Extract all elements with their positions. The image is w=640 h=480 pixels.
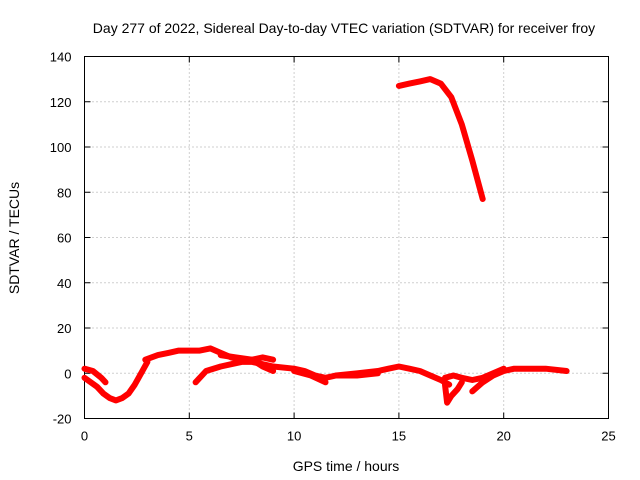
- x-tick-label: 20: [496, 429, 510, 444]
- y-tick-label: 100: [50, 140, 72, 155]
- y-tick-label: 20: [57, 321, 71, 336]
- series-line-arc-5: [217, 352, 277, 374]
- series-line-arc-9: [442, 379, 465, 406]
- series-layer: [81, 76, 570, 406]
- y-tick-label: 40: [57, 276, 71, 291]
- chart-title: Day 277 of 2022, Sidereal Day-to-day VTE…: [93, 20, 595, 36]
- x-tick-label: 15: [392, 429, 406, 444]
- x-axis-label: GPS time / hours: [293, 458, 400, 474]
- y-tick-label: 120: [50, 95, 72, 110]
- x-tick-label: 0: [81, 429, 88, 444]
- y-tick-label: 80: [57, 185, 71, 200]
- y-tick-label: -20: [53, 412, 72, 427]
- series-line-arc-12: [395, 76, 486, 202]
- series-line-arc-11: [469, 365, 570, 395]
- series-line-arc-1: [81, 365, 109, 386]
- y-tick-label: 60: [57, 231, 71, 246]
- y-tick-label: 140: [50, 50, 72, 65]
- x-tick-label: 25: [601, 429, 615, 444]
- series-line-arc-8: [333, 363, 453, 388]
- series-line-arc-2: [81, 358, 151, 404]
- plot-frame: [84, 56, 609, 419]
- x-tick-label: 5: [186, 429, 193, 444]
- y-axis-label: SDTVAR / TECUs: [6, 182, 22, 294]
- axis-ticks: 0 5 10 15 20 25 -20 0 20 40 60 80 100 120 140: [50, 50, 616, 444]
- x-tick-label: 10: [287, 429, 301, 444]
- grid: [84, 56, 609, 419]
- y-tick-label: 0: [64, 366, 71, 381]
- series-line-arc-7: [291, 368, 329, 386]
